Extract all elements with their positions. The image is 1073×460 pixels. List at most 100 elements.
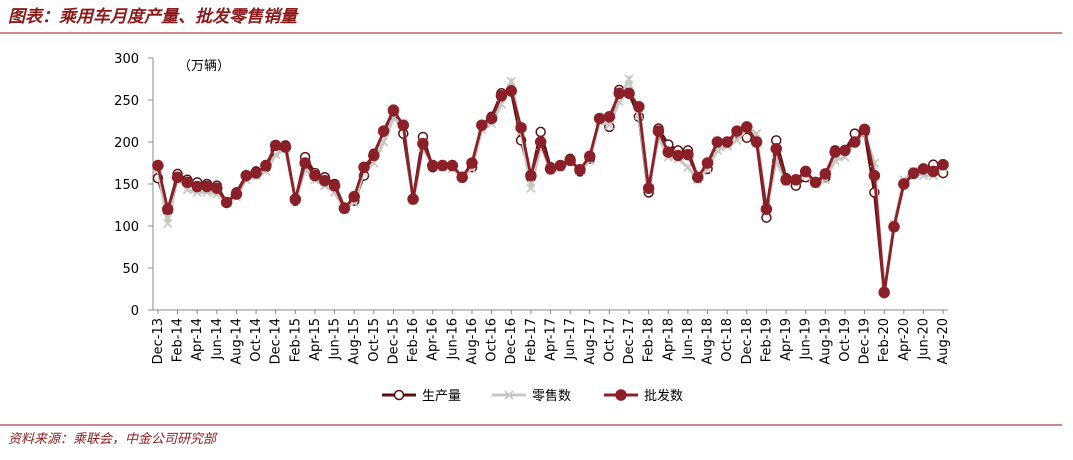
marker — [407, 193, 419, 205]
x-tick-label: Aug-20 — [936, 318, 951, 365]
marker — [309, 169, 321, 182]
marker — [515, 121, 527, 134]
marker — [701, 157, 714, 169]
marker — [161, 203, 174, 215]
x-tick-label: Feb-18 — [642, 318, 657, 362]
marker — [485, 112, 498, 125]
marker — [466, 157, 478, 169]
marker — [624, 74, 634, 84]
marker — [201, 180, 213, 193]
marker — [731, 125, 743, 137]
marker — [615, 389, 627, 401]
x-tick-label: Jun-19 — [799, 318, 814, 361]
marker — [898, 178, 910, 190]
marker — [790, 174, 802, 186]
x-tick-label: Dec-13 — [151, 318, 166, 364]
marker — [289, 193, 302, 205]
series — [152, 85, 949, 299]
marker — [584, 150, 596, 163]
marker — [809, 176, 822, 189]
legend-label: 零售数 — [532, 388, 571, 404]
y-tick-label: 300 — [114, 52, 139, 67]
marker — [750, 136, 763, 148]
marker — [181, 176, 194, 189]
marker — [504, 390, 514, 400]
x-tick-label: Jun-18 — [681, 318, 696, 361]
marker — [691, 171, 704, 184]
marker — [535, 126, 546, 138]
marker — [476, 119, 488, 131]
x-tick-label: Apr-14 — [190, 318, 205, 361]
x-tick-label: Oct-19 — [838, 318, 853, 362]
marker — [534, 136, 547, 148]
marker — [152, 159, 164, 172]
x-tick-label: Apr-20 — [897, 318, 912, 361]
marker — [770, 142, 782, 155]
marker — [849, 136, 861, 148]
x-tick-label: Apr-17 — [544, 318, 559, 361]
legend-label: 生产量 — [422, 389, 461, 404]
marker — [393, 389, 405, 401]
x-tick-label: Apr-15 — [308, 318, 323, 361]
marker — [672, 149, 684, 162]
marker — [564, 154, 576, 167]
x-tick-label: Aug-19 — [818, 318, 833, 365]
marker — [603, 111, 616, 123]
marker — [741, 132, 753, 144]
marker — [604, 120, 615, 130]
series-line — [156, 74, 945, 292]
x-tick-label: Dec-15 — [386, 318, 401, 364]
marker — [240, 169, 252, 182]
marker — [613, 87, 625, 100]
x-tick-label: Dec-19 — [858, 318, 873, 364]
x-tick-label: Feb-17 — [524, 318, 539, 362]
y-tick-label: 50 — [122, 262, 139, 277]
y-tick-label: 100 — [114, 220, 139, 235]
marker — [358, 161, 370, 173]
marker — [426, 159, 439, 172]
series-line — [156, 88, 945, 294]
x-tick-label: Aug-15 — [347, 318, 362, 365]
marker — [888, 221, 900, 233]
marker — [191, 180, 203, 193]
marker — [574, 163, 586, 176]
marker — [436, 159, 449, 172]
series-line — [156, 88, 944, 293]
x-tick-label: Feb-16 — [406, 318, 421, 362]
marker — [623, 87, 635, 100]
marker — [760, 203, 773, 215]
marker — [230, 188, 243, 200]
x-tick-label: Feb-14 — [171, 318, 186, 362]
x-tick-label: Apr-18 — [661, 318, 676, 361]
marker — [338, 202, 351, 215]
marker — [163, 218, 173, 229]
y-tick-label: 150 — [114, 178, 139, 193]
marker — [269, 139, 282, 152]
chart-title: 图表：乘用车月度产量、批发零售销量 — [8, 7, 299, 27]
x-tick-label: Feb-20 — [877, 318, 892, 362]
legend-label: 批发数 — [644, 388, 683, 404]
marker — [368, 149, 380, 162]
marker — [839, 144, 851, 157]
y-axis-label: （万辆） — [178, 59, 230, 74]
marker — [819, 168, 832, 180]
x-tick-label: Aug-17 — [583, 318, 598, 365]
marker — [250, 167, 262, 179]
x-tick-label: Dec-14 — [269, 318, 284, 364]
x-tick-label: Feb-19 — [759, 318, 774, 362]
marker — [299, 157, 311, 169]
marker — [711, 136, 724, 148]
marker — [526, 183, 536, 193]
x-tick-label: Oct-17 — [602, 318, 617, 362]
x-tick-label: Oct-14 — [249, 318, 264, 362]
x-tick-label: Aug-18 — [701, 318, 716, 365]
marker — [732, 135, 742, 145]
y-tick-label: 250 — [114, 94, 139, 109]
marker — [937, 158, 949, 171]
source: 资料来源：乘联会，中金公司研究部 — [8, 431, 218, 447]
x-tick-label: Dec-16 — [504, 318, 519, 364]
marker — [642, 182, 655, 194]
marker — [829, 146, 841, 158]
marker — [907, 167, 920, 179]
